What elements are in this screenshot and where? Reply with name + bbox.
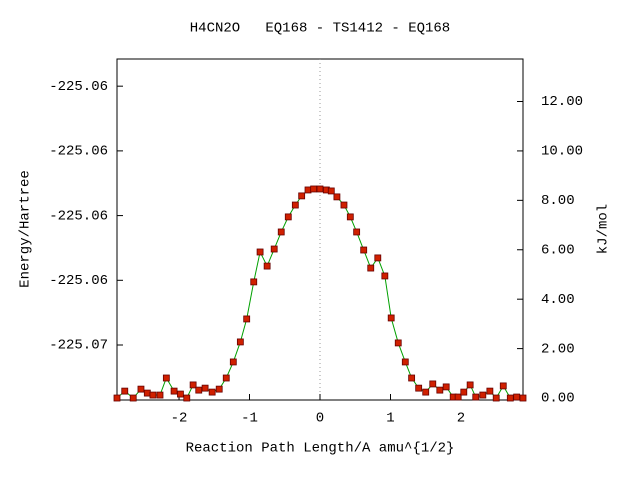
point-marker: [486, 387, 494, 395]
point-marker: [381, 272, 389, 280]
point-marker: [236, 338, 244, 346]
y2-tick-label: 0.00: [541, 391, 575, 407]
point-marker: [454, 393, 462, 401]
point-marker: [298, 192, 306, 200]
point-marker: [263, 262, 271, 270]
x-tick-label: 2: [457, 411, 465, 427]
point-marker: [183, 394, 191, 402]
point-marker: [229, 358, 237, 366]
point-marker: [277, 228, 285, 236]
point-marker: [506, 394, 514, 402]
point-marker: [327, 187, 335, 195]
point-marker: [143, 389, 151, 397]
x-tick-label: 1: [386, 411, 394, 427]
point-marker: [137, 385, 145, 393]
point-marker: [222, 374, 230, 382]
point-marker: [177, 390, 184, 398]
point-marker: [291, 201, 299, 209]
point-marker: [340, 201, 348, 209]
point-marker: [156, 391, 164, 399]
point-marker: [519, 394, 527, 402]
point-marker: [310, 185, 318, 193]
point-marker: [436, 386, 444, 394]
point-marker: [113, 394, 121, 402]
y2-tick-label: 12.00: [541, 94, 583, 110]
point-marker: [472, 393, 480, 401]
point-marker: [195, 386, 203, 394]
point-marker: [189, 381, 197, 389]
point-marker: [201, 384, 209, 392]
point-marker: [353, 228, 361, 236]
y-tick-label: -225.06: [49, 208, 108, 224]
y2-tick-label: 8.00: [541, 193, 575, 209]
point-marker: [360, 246, 368, 254]
x-tick-label: -1: [241, 411, 258, 427]
x-tick-label: 0: [316, 411, 324, 427]
y2-tick-label: 6.00: [541, 242, 575, 258]
point-marker: [243, 315, 251, 323]
point-marker: [499, 382, 507, 390]
point-marker: [256, 248, 264, 256]
point-marker: [422, 388, 430, 396]
chart-title: H4CN2O EQ168 - TS1412 - EQ168: [190, 21, 450, 37]
y-axis-label: Energy/Hartree: [18, 170, 34, 288]
point-marker: [250, 278, 258, 286]
point-marker: [415, 384, 423, 392]
point-marker: [408, 374, 416, 382]
point-marker: [442, 383, 450, 391]
y-tick-label: -225.06: [49, 273, 108, 289]
series-line: [116, 188, 524, 399]
y-tick-label: -225.06: [49, 79, 108, 95]
point-marker: [479, 391, 487, 399]
y2-tick-label: 10.00: [541, 144, 583, 160]
point-marker: [429, 380, 437, 388]
point-marker: [346, 213, 354, 221]
y-tick-label: -225.06: [49, 144, 108, 160]
point-marker: [270, 245, 278, 253]
point-marker: [170, 387, 178, 395]
point-marker: [162, 374, 170, 382]
point-marker: [387, 314, 395, 322]
point-marker: [513, 393, 521, 401]
point-marker: [460, 388, 468, 396]
y2-tick-label: 2.00: [541, 341, 575, 357]
point-marker: [333, 193, 341, 201]
point-marker: [284, 213, 292, 221]
point-marker: [367, 264, 375, 272]
point-marker: [129, 394, 137, 402]
y2-tick-label: 4.00: [541, 292, 575, 308]
point-marker: [149, 391, 157, 399]
point-marker: [304, 186, 312, 194]
point-marker: [316, 185, 324, 193]
y2-axis-label: kJ/mol: [596, 204, 612, 254]
point-marker: [208, 388, 216, 396]
point-marker: [394, 339, 402, 347]
point-marker: [492, 394, 500, 402]
x-tick-label: -2: [171, 411, 188, 427]
y-tick-label: -225.07: [49, 338, 108, 354]
point-marker: [215, 385, 223, 393]
point-marker: [121, 387, 129, 395]
point-marker: [466, 381, 474, 389]
plot-frame: [116, 58, 524, 401]
point-marker: [401, 358, 409, 366]
point-marker: [374, 254, 382, 262]
x-axis-label: Reaction Path Length/A amu^{1/2}: [186, 441, 455, 457]
